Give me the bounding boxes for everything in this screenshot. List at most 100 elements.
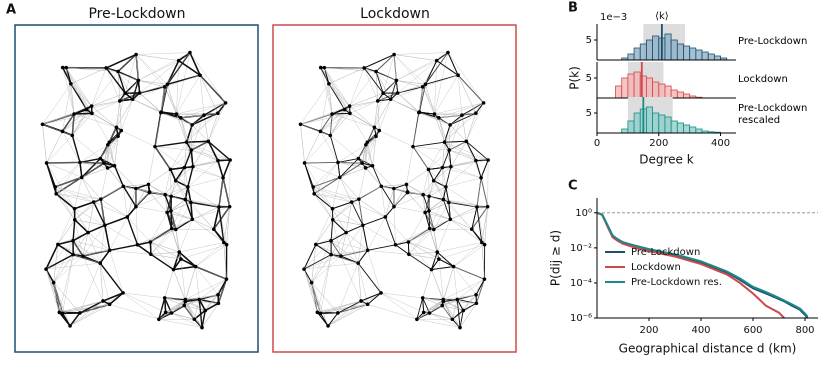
network-edge bbox=[217, 102, 227, 114]
panel-label: A bbox=[6, 3, 16, 18]
network-edge bbox=[171, 312, 203, 328]
network-node bbox=[64, 65, 69, 70]
network-node bbox=[318, 65, 323, 70]
network-edge bbox=[81, 167, 108, 178]
network-edge bbox=[139, 92, 162, 113]
network-node bbox=[330, 206, 335, 211]
network-edge bbox=[135, 54, 139, 81]
network-edge bbox=[339, 162, 363, 178]
network-node bbox=[227, 204, 232, 209]
network-edge bbox=[185, 298, 200, 303]
network-edge bbox=[70, 83, 75, 115]
network-edge bbox=[408, 241, 432, 270]
network-edge bbox=[442, 142, 445, 168]
network-edge bbox=[66, 67, 92, 107]
network-edge bbox=[428, 210, 451, 220]
network-edge bbox=[438, 117, 445, 143]
network-edge bbox=[99, 263, 104, 301]
network-edge bbox=[132, 86, 165, 100]
network-edge bbox=[154, 146, 192, 151]
network-node bbox=[322, 65, 327, 70]
network-node bbox=[182, 165, 187, 170]
network-edge bbox=[375, 71, 398, 94]
network-node bbox=[134, 52, 138, 57]
network-edge bbox=[169, 169, 177, 181]
network-edge bbox=[449, 149, 489, 161]
network-node bbox=[486, 158, 490, 162]
network-edge bbox=[377, 100, 380, 131]
network-edge bbox=[374, 93, 384, 128]
network-edge bbox=[317, 254, 332, 313]
network-node bbox=[56, 242, 60, 247]
network-edge bbox=[171, 196, 191, 203]
network-node bbox=[393, 243, 398, 247]
hist-bar bbox=[670, 89, 678, 99]
network-edge bbox=[444, 140, 467, 143]
network-node bbox=[192, 317, 197, 322]
network-node bbox=[224, 277, 229, 281]
network-node bbox=[329, 238, 333, 243]
network-node bbox=[327, 81, 331, 86]
network-edge bbox=[345, 224, 364, 233]
network-edge bbox=[385, 206, 395, 218]
network-edge bbox=[150, 228, 172, 255]
network-edge bbox=[447, 52, 484, 103]
network-node bbox=[174, 227, 178, 232]
network-node bbox=[134, 204, 138, 209]
network-edge bbox=[137, 228, 172, 245]
hist-bar bbox=[695, 49, 703, 61]
network-node bbox=[216, 292, 220, 297]
network-edge bbox=[170, 169, 172, 197]
network-edge bbox=[416, 301, 444, 320]
network-edge bbox=[127, 216, 151, 243]
network-edge bbox=[397, 92, 420, 113]
network-edge bbox=[436, 60, 459, 76]
line bbox=[596, 211, 809, 318]
network-edge bbox=[327, 304, 368, 327]
network-edge bbox=[396, 52, 449, 81]
network-edge bbox=[46, 262, 101, 270]
network-edge bbox=[189, 52, 226, 103]
network-edge bbox=[340, 255, 359, 264]
network-edge bbox=[150, 228, 172, 243]
network-edge bbox=[313, 186, 333, 209]
network-edge bbox=[79, 304, 110, 314]
network-edge bbox=[423, 186, 446, 195]
network-edge bbox=[428, 167, 443, 197]
y-axis-label: P(k) bbox=[568, 66, 582, 90]
network-edge bbox=[185, 199, 230, 207]
network-edge bbox=[139, 84, 168, 94]
network-node bbox=[71, 252, 75, 257]
network-edge bbox=[445, 186, 450, 203]
network-node bbox=[137, 91, 142, 95]
network-edge bbox=[323, 67, 330, 84]
network-edge bbox=[438, 258, 454, 267]
network-edge bbox=[423, 301, 444, 313]
network-edge bbox=[423, 299, 444, 313]
network-edge bbox=[199, 75, 205, 116]
network-node bbox=[420, 296, 425, 300]
network-edge bbox=[480, 177, 488, 207]
network-edge bbox=[453, 266, 485, 280]
network-node bbox=[44, 267, 48, 271]
network-edge bbox=[408, 212, 426, 243]
network-edge bbox=[424, 196, 430, 213]
network-edge bbox=[178, 251, 197, 268]
network-edge bbox=[56, 193, 101, 200]
network-edge bbox=[171, 312, 195, 320]
network-edge bbox=[167, 84, 177, 115]
network-edge bbox=[320, 67, 330, 84]
network-node bbox=[370, 163, 375, 168]
network-edge bbox=[374, 100, 378, 128]
network-edge bbox=[180, 112, 218, 119]
network-node bbox=[179, 257, 183, 261]
network-node bbox=[147, 190, 152, 194]
network-edge bbox=[332, 177, 341, 209]
network-edge bbox=[178, 51, 191, 62]
network-edge bbox=[396, 60, 437, 81]
network-edge bbox=[358, 158, 373, 167]
network-edge bbox=[377, 98, 391, 102]
hist-bar bbox=[683, 124, 691, 134]
network-edge bbox=[79, 263, 101, 314]
network-edge bbox=[164, 194, 172, 212]
